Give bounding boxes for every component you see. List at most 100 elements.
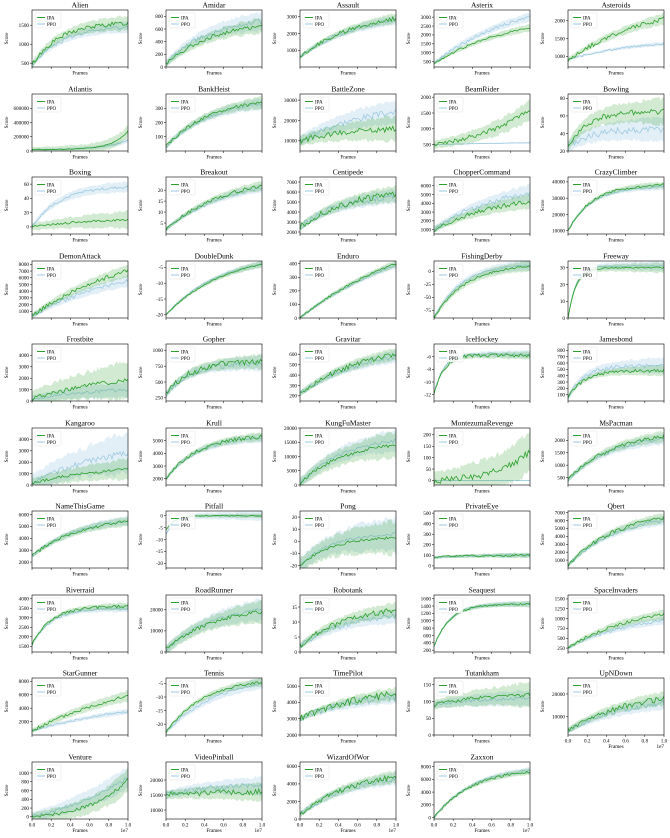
legend-label: PPO [583,190,593,195]
y-tick-label: 40000 [552,180,565,186]
series-band-ipa [300,429,396,485]
chart-panel: Gopher 250 500 750 1000 Score Frames IPA PPO [138,335,263,411]
y-tick-label: 400 [423,640,431,646]
series-band-ipa [166,678,262,735]
series-band-ipa [32,15,128,67]
series-line-ipa [568,16,664,62]
legend-label: IPA [583,183,591,188]
series-line-ppo [300,192,396,230]
series-band-ipa [300,348,396,397]
series-band-ppo [300,349,396,397]
plot-frame [31,260,129,318]
plot-area [300,348,396,397]
y-tick-label: 600 [289,352,297,358]
legend-label: IPA [315,517,323,522]
plot-frame [299,176,397,235]
x-axis-label: Frames [340,238,355,244]
plot-frame [567,427,665,485]
series-line-ipa [32,268,128,316]
series-band-ipa [434,194,530,233]
legend-label: PPO [583,106,593,111]
plot-area [434,12,530,66]
x-tick-label: 0.0 [29,822,36,828]
series-line-ipa [300,353,396,393]
y-tick-label: 300 [289,383,297,389]
x-axis-label: Frames [72,321,87,327]
y-tick-label: 4000 [555,534,566,540]
legend-label: PPO [315,357,325,362]
y-axis-label: Score [406,700,412,713]
y-tick-label: 0 [294,482,297,488]
y-tick-label: 200000 [13,134,29,140]
x-tick-label: 1.0 [125,822,132,828]
plot-frame [31,594,129,652]
y-tick-label: 500 [423,142,431,148]
x-axis-label: Frames [608,572,623,578]
legend-label: IPA [449,16,457,21]
legend-label: PPO [47,106,57,111]
x-tick-label: 0.6 [488,822,495,828]
series-band-ppo [568,432,664,482]
legend-label: IPA [449,183,457,188]
y-tick-label: 400 [21,797,29,803]
y-axis-label: Score [406,366,412,379]
legend-label: IPA [315,601,323,606]
y-tick-label: 750 [155,364,163,370]
y-tick-label: 500 [289,363,297,369]
chart-panel: StarGunner 2000 4000 6000 8000 Score Frames IPA… [4,669,129,745]
legend-label: IPA [315,16,323,21]
series-line-ipa [166,184,262,231]
x-axis-label: Frames [72,154,87,160]
series-band-ipa [434,681,530,710]
series-band-ppo [568,260,664,318]
y-tick-label: 200 [289,394,297,400]
legend-label: PPO [315,190,325,195]
y-tick-label: 6000 [19,512,30,518]
series-band-ppo [166,432,262,480]
plot-area [568,181,664,233]
series-line-ppo [166,436,262,479]
chart-panel: Kangaroo 0 1000 2000 3000 4000 Score Frames IPAP… [4,418,129,494]
legend-label: IPA [181,517,189,522]
chart-title: Asterix [471,1,493,10]
plot-frame [165,677,263,736]
chart-title: TimePilot [333,669,364,678]
x-axis-label: Frames [72,655,87,661]
legend-label: PPO [47,691,57,696]
y-tick-label: 5 [160,221,163,227]
y-tick-label: -8 [427,367,432,373]
y-tick-label: 6000 [421,777,432,783]
series-line-ipa [32,467,128,484]
series-band-ppo [166,597,262,652]
y-tick-label: 500 [423,59,431,65]
chart-title: Freeway [603,251,629,260]
y-tick-label: 400 [155,39,163,45]
y-tick-label: -10 [156,537,163,543]
y-tick-label: 0 [26,482,29,488]
y-tick-label: 0 [562,315,565,321]
chart-title: Robotank [333,585,362,594]
legend-label: PPO [315,106,325,111]
chart-panel: Venture 0 200 400 600 800 1000 Score 0.0 0.2 0.4 0.… [4,752,132,834]
chart-panel: Assault 1000 2000 3000 Score Frames IPA PPO [272,1,397,77]
chart-panel: Riverraid 1500 2000 2500 3000 3500 4000 Score Fr… [4,585,129,661]
plot-frame [567,176,665,235]
x-axis-label: Frames [206,71,221,77]
legend-label: IPA [583,267,591,272]
y-tick-label: 2000 [19,719,30,725]
chart-title: NameThisGame [55,502,105,511]
series-band-ipa [166,181,262,232]
chart-title: DemonAttack [59,251,101,260]
y-tick-label: 5000 [287,684,298,690]
series-line-ipa [300,16,396,58]
